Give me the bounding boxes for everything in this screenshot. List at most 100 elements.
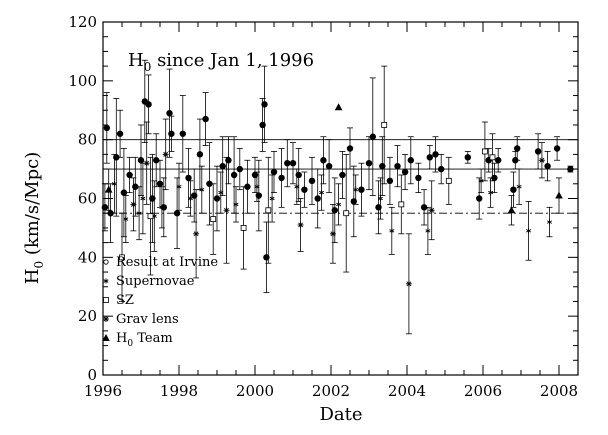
legend-label-star: Grav lens [116, 312, 179, 327]
filled-circle-mark [278, 174, 285, 182]
marker-filled-circle [284, 160, 291, 167]
marker-filled-circle [153, 157, 160, 164]
marker-filled-circle [369, 133, 376, 140]
filled-circle-mark [103, 124, 111, 132]
marker-filled-circle [401, 168, 409, 176]
marker-stroke [123, 217, 129, 221]
marker-stroke [377, 196, 383, 201]
open-square-mark [103, 297, 109, 303]
filled-circle-mark [206, 180, 213, 187]
filled-circle-mark [438, 165, 445, 173]
filled-circle-mark [116, 130, 124, 137]
marker-filled-circle [166, 109, 173, 117]
filled-circle-mark [464, 154, 471, 161]
marker-stroke [176, 185, 182, 189]
filled-circle-mark [153, 157, 160, 164]
marker-stroke [425, 229, 431, 233]
open-square-mark [119, 254, 125, 261]
filled-circle-mark [202, 115, 209, 123]
filled-circle-mark [173, 210, 181, 217]
marker-stroke [294, 185, 300, 189]
marker-asterisk [176, 184, 182, 190]
marker-filled-circle [126, 171, 133, 179]
marker-open-square [381, 122, 388, 128]
filled-circle-mark [213, 195, 221, 202]
marker-star [162, 151, 169, 158]
marker-asterisk [123, 216, 129, 222]
marker-open-square [147, 213, 154, 220]
y-tick-label: 80 [78, 131, 97, 149]
chart-title-main: H [128, 50, 144, 71]
marker-filled-circle [145, 101, 152, 108]
filled-circle-mark [308, 177, 316, 185]
marker-stroke [187, 196, 193, 201]
y-axis-label-subscript: 0 [32, 261, 46, 269]
marker-asterisk [187, 195, 193, 202]
filled-circle-mark [145, 101, 152, 108]
marker-open-square [445, 177, 452, 184]
filled-circle-mark [325, 162, 333, 170]
marker-triangle [102, 334, 110, 341]
marker-filled-circle [358, 186, 365, 193]
marker-open-square [240, 225, 247, 231]
filled-circle-mark [432, 151, 439, 158]
triangle-mark [334, 103, 343, 111]
marker-stroke [406, 281, 412, 287]
marker-star [193, 230, 200, 237]
marker-stroke [526, 229, 532, 233]
x-tick-label: 2006 [464, 382, 502, 400]
triangle-mark [102, 334, 110, 341]
axis-ticks: 1996 1998 2000 2002 2004 2006 2008 0 20 40 60 80 100… [68, 13, 579, 400]
marker-star [143, 160, 150, 167]
marker-filled-circle [510, 186, 517, 193]
reference-lines [103, 139, 578, 214]
marker-asterisk [336, 201, 342, 207]
marker-stroke [353, 187, 359, 192]
marker-stroke [193, 231, 199, 237]
marker-asterisk [103, 278, 109, 284]
marker-filled-circle [116, 130, 124, 137]
filled-circle-mark [386, 177, 394, 185]
filled-circle-mark [270, 168, 278, 176]
y-tick-label: 100 [68, 72, 97, 90]
open-square-mark [398, 201, 405, 208]
marker-open-square [119, 254, 125, 261]
marker-stroke [159, 205, 165, 210]
marker-filled-circle [244, 183, 251, 190]
filled-circle-mark [219, 162, 226, 170]
marker-asterisk [254, 184, 260, 190]
marker-filled-circle [219, 162, 226, 170]
open-square-mark [343, 210, 350, 217]
marker-stroke [163, 151, 169, 157]
marker-stroke [111, 182, 117, 186]
marker-filled-circle [230, 171, 238, 179]
marker-filled-circle [394, 162, 401, 170]
open-square-mark [147, 213, 154, 220]
filled-circle-mark [185, 174, 192, 182]
x-tick-label: 2008 [540, 382, 578, 400]
marker-stroke [547, 220, 552, 224]
marker-filled-circle [567, 165, 574, 173]
marker-filled-circle [101, 204, 109, 211]
marker-stroke [319, 190, 324, 195]
marker-stroke [298, 222, 304, 228]
marker-filled-circle [464, 154, 471, 161]
open-square-mark [381, 122, 388, 128]
marker-filled-circle [156, 180, 164, 187]
y-tick-label: 40 [78, 248, 97, 266]
marker-star [130, 201, 137, 208]
legend-label-asterisk: Supernovae [116, 274, 195, 289]
marker-filled-circle [289, 160, 297, 167]
marker-filled-circle [173, 210, 181, 217]
filled-circle-mark [244, 183, 251, 190]
marker-filled-circle [206, 180, 213, 187]
marker-filled-circle [213, 195, 221, 202]
y-tick-label: 120 [68, 13, 97, 31]
y-tick-label: 20 [78, 307, 97, 325]
marker-asterisk [516, 184, 522, 190]
legend-label-subscript: 0 [127, 339, 133, 349]
marker-stroke [330, 231, 336, 237]
marker-star [297, 221, 304, 228]
filled-circle-mark [166, 109, 173, 117]
marker-stroke [269, 196, 275, 201]
